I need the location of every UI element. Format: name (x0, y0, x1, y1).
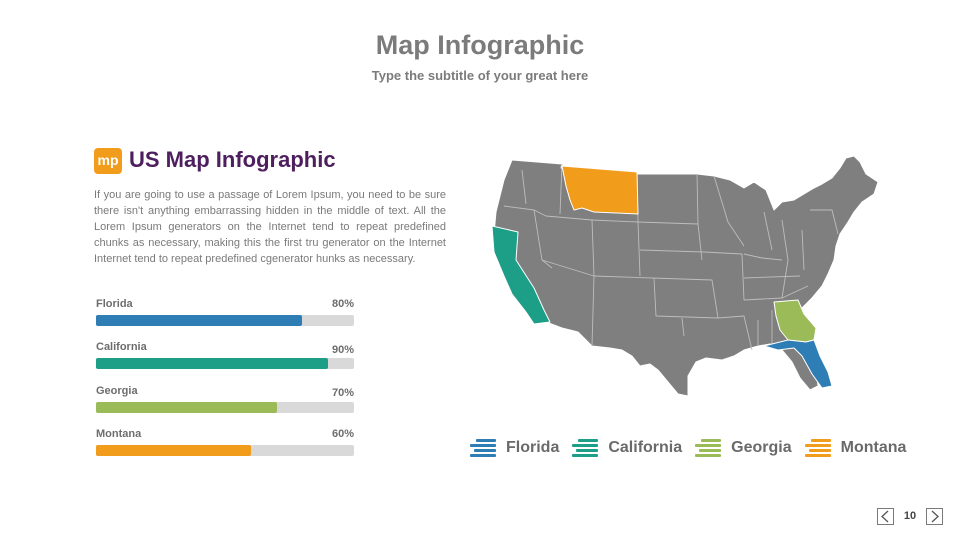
body-paragraph: If you are going to use a passage of Lor… (94, 189, 446, 265)
progress-fill (96, 315, 303, 326)
progress-item-montana: Montana 60% (96, 428, 354, 468)
stacked-lines-icon (804, 439, 831, 457)
legend-label: Montana (840, 439, 907, 456)
legend-item-california: California (572, 437, 682, 459)
progress-label: Montana (96, 428, 142, 440)
progress-fill (96, 402, 277, 413)
progress-label: California (96, 341, 147, 353)
legend-label: Florida (506, 439, 560, 456)
state-florida (763, 339, 833, 389)
progress-track (96, 445, 354, 456)
map-legend: Florida California Georgia Montana (470, 436, 919, 460)
prev-slide-button[interactable] (877, 508, 894, 525)
content-heading: US Map Infographic (129, 147, 336, 172)
logo-badge: mp (94, 148, 122, 174)
stacked-lines-icon (695, 439, 722, 457)
legend-item-montana: Montana (804, 437, 907, 459)
slide-title: Map Infographic (375, 30, 585, 60)
stacked-lines-icon (572, 439, 599, 457)
progress-track (96, 315, 354, 326)
progress-fill (96, 358, 329, 369)
chevron-left-icon (881, 510, 889, 523)
progress-percent: 70% (331, 387, 354, 399)
progress-label: Georgia (96, 385, 138, 397)
progress-percent: 80% (331, 298, 354, 310)
progress-fill (96, 445, 251, 456)
state-montana (561, 165, 639, 215)
legend-label: Georgia (731, 439, 792, 456)
page-number: 10 (903, 510, 917, 522)
progress-item-california: California 90% (96, 341, 354, 381)
next-slide-button[interactable] (926, 508, 943, 525)
progress-track (96, 358, 354, 369)
legend-item-florida: Florida (470, 437, 559, 459)
legend-item-georgia: Georgia (695, 437, 792, 459)
progress-percent: 90% (331, 344, 354, 356)
progress-item-florida: Florida 80% (96, 298, 354, 338)
progress-item-georgia: Georgia 70% (96, 385, 354, 425)
state-california (491, 225, 551, 325)
progress-label: Florida (96, 298, 133, 310)
progress-percent: 60% (331, 428, 354, 440)
progress-track (96, 402, 354, 413)
legend-label: California (608, 439, 683, 456)
slide-subtitle: Type the subtitle of your great here (371, 68, 589, 83)
us-map (491, 155, 879, 397)
stacked-lines-icon (470, 439, 496, 457)
chevron-right-icon (931, 510, 939, 523)
